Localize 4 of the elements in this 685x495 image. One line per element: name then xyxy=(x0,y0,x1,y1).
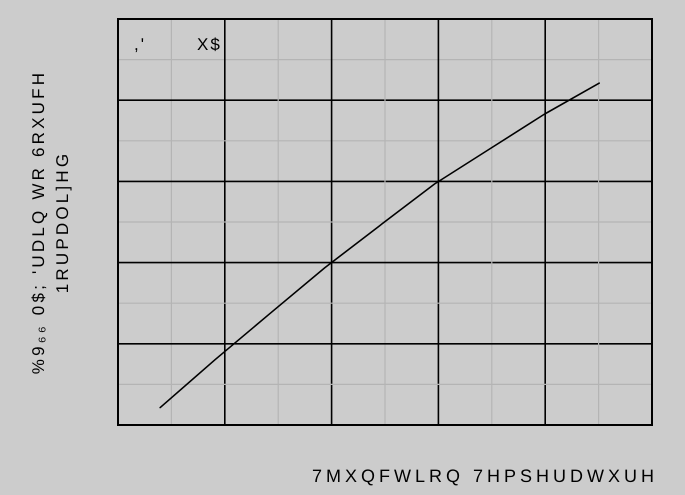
y-axis-title: %9₆₆ 0$; 'UDLQ WR 6RXUFH 1RUPDOL]HG xyxy=(29,70,72,374)
x-axis-title: 7MXQFWLRQ 7HPSHUDWXUH xyxy=(312,466,658,486)
text: X$ xyxy=(197,35,222,54)
text: ,' xyxy=(134,35,146,54)
